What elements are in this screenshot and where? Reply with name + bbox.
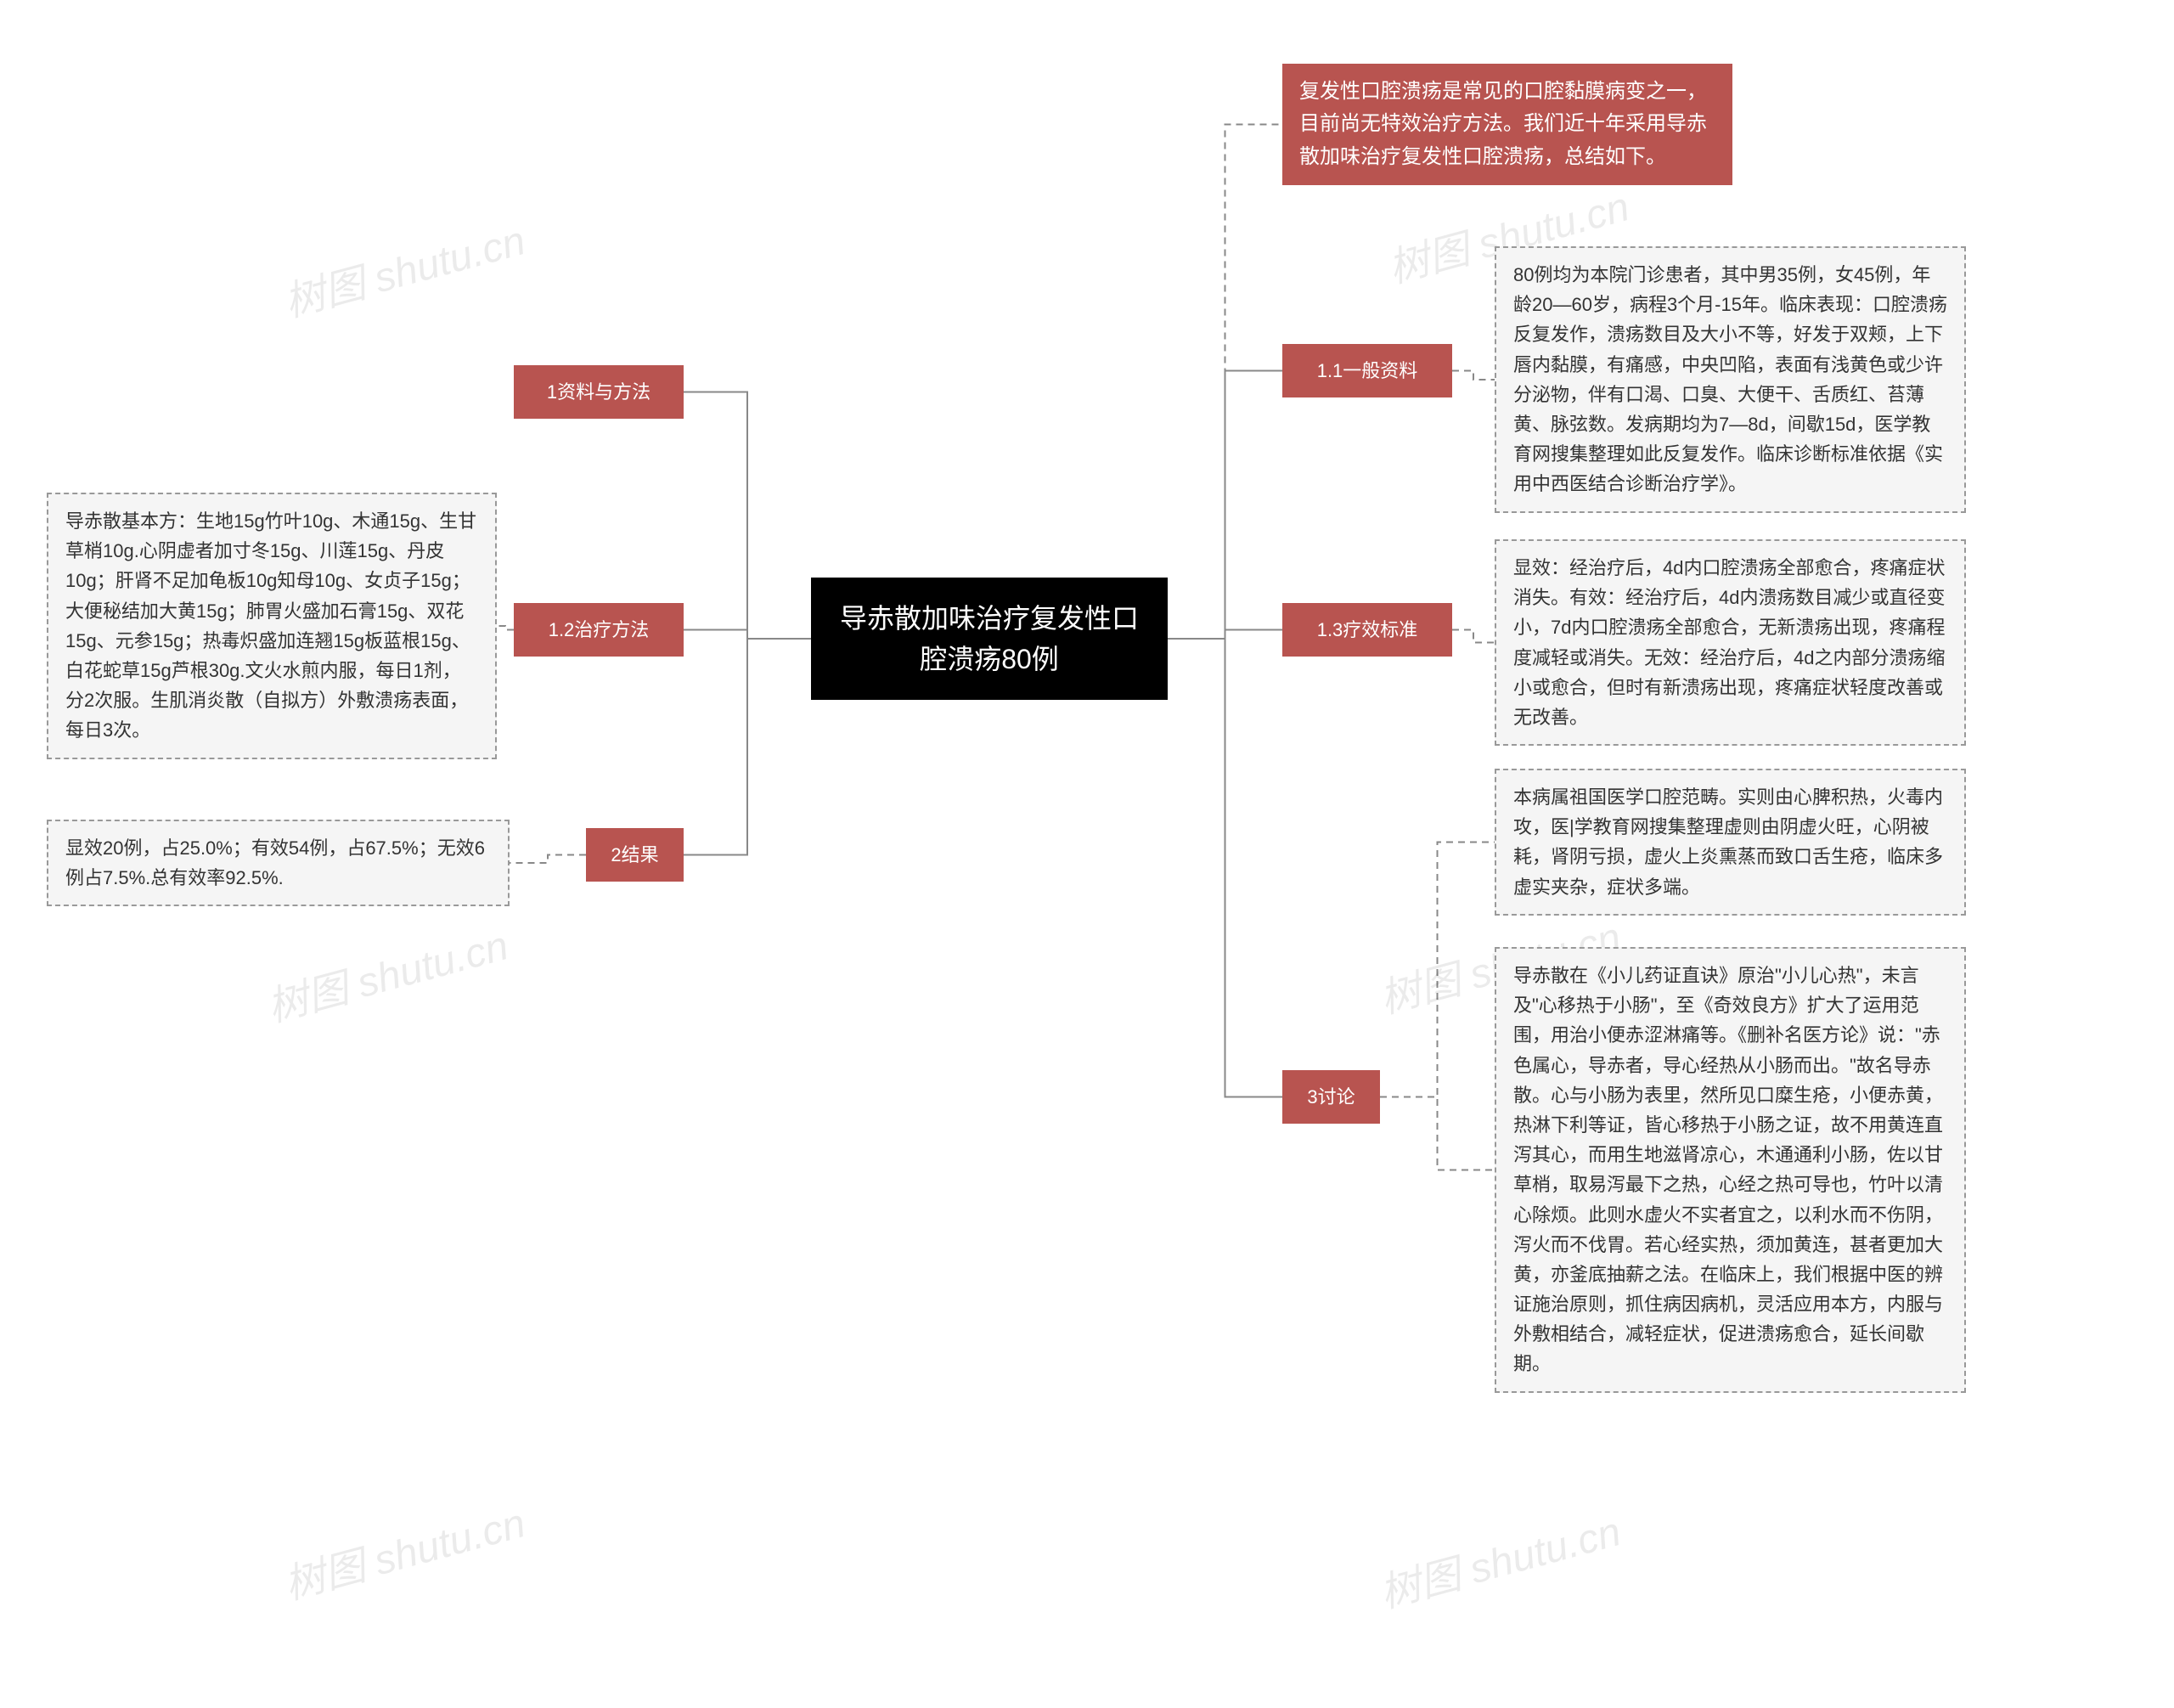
- node-1-1-label: 1.1一般资料: [1317, 360, 1418, 381]
- detail-1-3-text: 显效：经治疗后，4d内口腔溃疡全部愈合，疼痛症状消失。有效：经治疗后，4d内溃疡…: [1513, 557, 1945, 728]
- detail-1-3: 显效：经治疗后，4d内口腔溃疡全部愈合，疼痛症状消失。有效：经治疗后，4d内溃疡…: [1495, 539, 1966, 746]
- detail-1-1-text: 80例均为本院门诊患者，其中男35例，女45例，年龄20—60岁，病程3个月-1…: [1513, 264, 1947, 494]
- detail-2: 显效20例，占25.0%；有效54例，占67.5%；无效6例占7.5%.总有效率…: [47, 820, 510, 906]
- detail-3a-text: 本病属祖国医学口腔范畴。实则由心脾积热，火毒内攻，医|学教育网搜集整理虚则由阴虚…: [1513, 786, 1943, 898]
- detail-2-text: 显效20例，占25.0%；有效54例，占67.5%；无效6例占7.5%.总有效率…: [65, 837, 485, 888]
- node-1: 1资料与方法: [514, 365, 684, 419]
- node-1-2: 1.2治疗方法: [514, 603, 684, 657]
- intro-box: 复发性口腔溃疡是常见的口腔黏膜病变之一，目前尚无特效治疗方法。我们近十年采用导赤…: [1282, 64, 1732, 185]
- detail-3b-text: 导赤散在《小儿药证直诀》原治"小儿心热"，未言及"心移热于小肠"，至《奇效良方》…: [1513, 965, 1943, 1374]
- detail-3a: 本病属祖国医学口腔范畴。实则由心脾积热，火毒内攻，医|学教育网搜集整理虚则由阴虚…: [1495, 769, 1966, 916]
- watermark: 树图 shutu.cn: [277, 207, 531, 329]
- watermark: 树图 shutu.cn: [1372, 1498, 1626, 1620]
- node-1-1: 1.1一般资料: [1282, 344, 1452, 397]
- intro-text: 复发性口腔溃疡是常见的口腔黏膜病变之一，目前尚无特效治疗方法。我们近十年采用导赤…: [1299, 80, 1707, 168]
- node-1-label: 1资料与方法: [547, 381, 651, 403]
- detail-3b: 导赤散在《小儿药证直诀》原治"小儿心热"，未言及"心移热于小肠"，至《奇效良方》…: [1495, 947, 1966, 1393]
- central-text: 导赤散加味治疗复发性口腔溃疡80例: [840, 603, 1139, 674]
- node-2: 2结果: [586, 828, 684, 882]
- watermark: 树图 shutu.cn: [260, 912, 514, 1034]
- detail-1-2-text: 导赤散基本方：生地15g竹叶10g、木通15g、生甘草梢10g.心阴虚者加寸冬1…: [65, 510, 476, 741]
- node-3-label: 3讨论: [1307, 1086, 1355, 1108]
- detail-1-2: 导赤散基本方：生地15g竹叶10g、木通15g、生甘草梢10g.心阴虚者加寸冬1…: [47, 493, 497, 759]
- node-1-2-label: 1.2治疗方法: [549, 619, 650, 640]
- node-2-label: 2结果: [611, 844, 658, 865]
- node-3: 3讨论: [1282, 1070, 1380, 1124]
- watermark: 树图 shutu.cn: [277, 1490, 531, 1611]
- node-1-3: 1.3疗效标准: [1282, 603, 1452, 657]
- central-node: 导赤散加味治疗复发性口腔溃疡80例: [811, 578, 1168, 700]
- detail-1-1: 80例均为本院门诊患者，其中男35例，女45例，年龄20—60岁，病程3个月-1…: [1495, 246, 1966, 513]
- node-1-3-label: 1.3疗效标准: [1317, 619, 1418, 640]
